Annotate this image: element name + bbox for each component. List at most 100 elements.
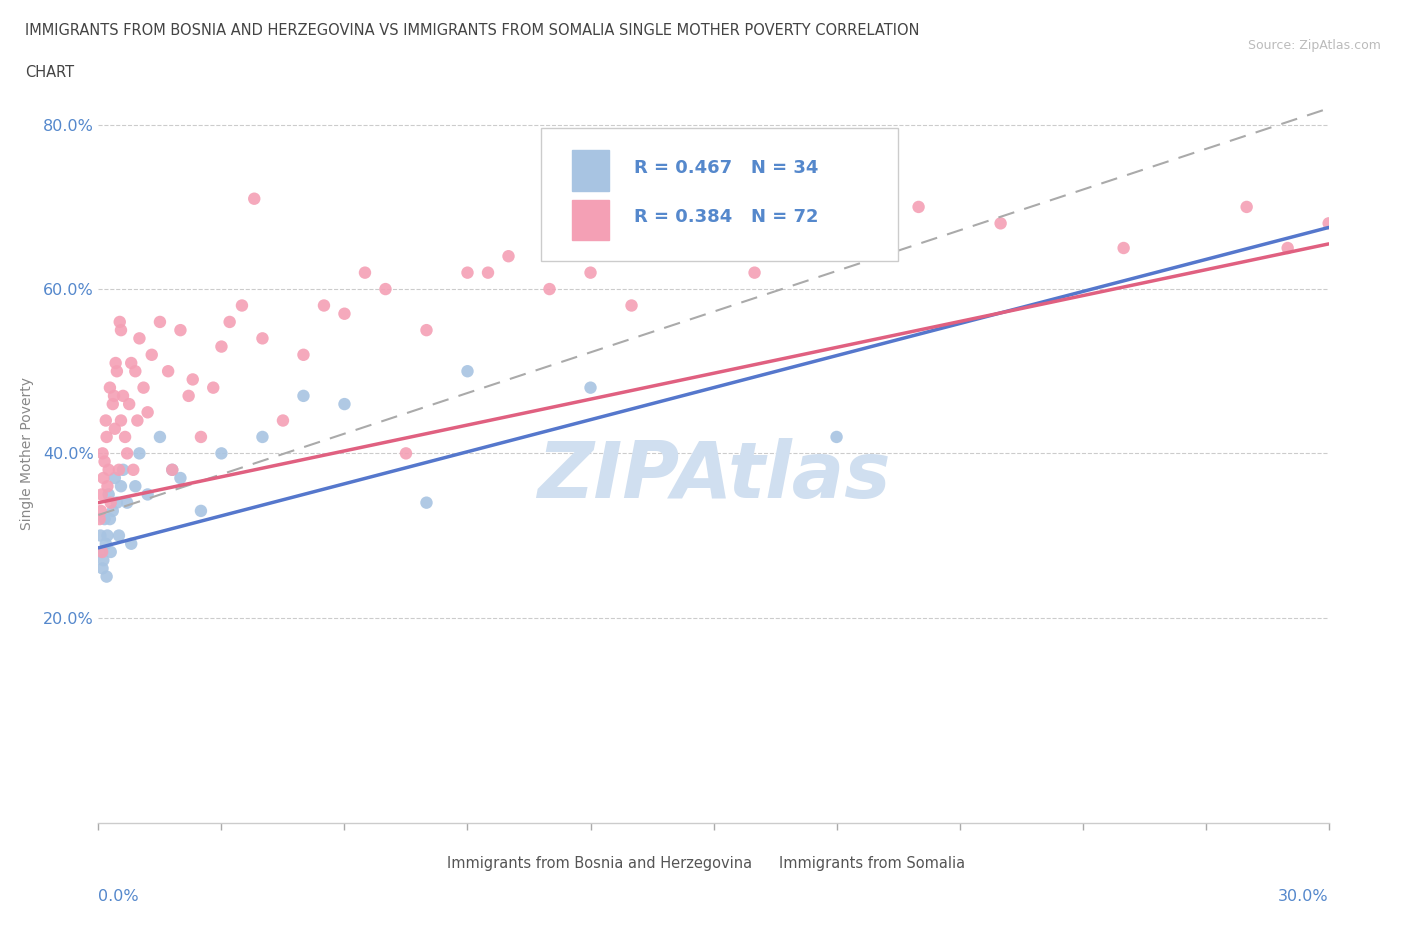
Point — [271, 413, 294, 428]
Point — [97, 462, 120, 477]
Point — [252, 430, 274, 445]
Text: R = 0.384   N = 72: R = 0.384 N = 72 — [634, 208, 818, 226]
Text: IMMIGRANTS FROM BOSNIA AND HERZEGOVINA VS IMMIGRANTS FROM SOMALIA SINGLE MOTHER : IMMIGRANTS FROM BOSNIA AND HERZEGOVINA V… — [25, 23, 920, 38]
Point — [104, 421, 127, 436]
Point — [149, 430, 172, 445]
FancyBboxPatch shape — [412, 853, 439, 877]
Point — [243, 192, 266, 206]
Point — [907, 200, 929, 215]
Point — [90, 545, 112, 560]
Point — [620, 298, 643, 312]
Point — [538, 282, 561, 297]
Point — [108, 528, 131, 543]
Point — [354, 265, 377, 280]
Point — [169, 323, 191, 338]
Point — [498, 249, 520, 264]
Point — [115, 495, 138, 510]
Point — [990, 216, 1012, 231]
Point — [128, 331, 150, 346]
Point — [91, 561, 114, 576]
Point — [292, 389, 315, 404]
Point — [103, 389, 125, 404]
Point — [115, 445, 138, 460]
Point — [132, 380, 155, 395]
Point — [105, 364, 128, 379]
Text: 0.0%: 0.0% — [98, 889, 139, 904]
Point — [110, 323, 132, 338]
Point — [333, 306, 356, 321]
Point — [190, 503, 212, 518]
Point — [89, 512, 111, 526]
Point — [162, 462, 183, 477]
Point — [136, 405, 159, 419]
Point — [96, 430, 118, 445]
Point — [181, 372, 204, 387]
Text: R = 0.467   N = 34: R = 0.467 N = 34 — [634, 159, 818, 177]
Point — [114, 430, 136, 445]
Point — [108, 314, 131, 329]
Point — [97, 487, 120, 502]
Point — [252, 331, 274, 346]
Point — [127, 413, 149, 428]
Point — [825, 430, 848, 445]
Point — [661, 241, 683, 256]
FancyBboxPatch shape — [744, 853, 772, 877]
Text: Immigrants from Somalia: Immigrants from Somalia — [779, 856, 965, 870]
Point — [122, 462, 145, 477]
Point — [93, 471, 115, 485]
Point — [211, 445, 233, 460]
Point — [1317, 216, 1340, 231]
Point — [100, 545, 122, 560]
Point — [96, 528, 118, 543]
Point — [98, 512, 121, 526]
Point — [93, 512, 115, 526]
Point — [136, 487, 159, 502]
Point — [104, 471, 127, 485]
Point — [477, 265, 499, 280]
Point — [333, 396, 356, 411]
Point — [94, 537, 117, 551]
Point — [124, 364, 146, 379]
Point — [162, 462, 183, 477]
Point — [91, 445, 114, 460]
Point — [93, 552, 115, 567]
Point — [456, 364, 478, 379]
Text: CHART: CHART — [25, 65, 75, 80]
Point — [157, 364, 180, 379]
Point — [149, 314, 172, 329]
Point — [202, 380, 225, 395]
Point — [785, 241, 807, 256]
Point — [579, 380, 602, 395]
Point — [91, 545, 114, 560]
Text: Source: ZipAtlas.com: Source: ZipAtlas.com — [1247, 39, 1381, 52]
Point — [90, 487, 112, 502]
Point — [112, 462, 135, 477]
Point — [94, 413, 117, 428]
Point — [96, 569, 118, 584]
Point — [825, 216, 848, 231]
Point — [101, 396, 124, 411]
Point — [110, 479, 132, 494]
Point — [101, 503, 124, 518]
Text: Immigrants from Bosnia and Herzegovina: Immigrants from Bosnia and Herzegovina — [447, 856, 752, 870]
Point — [177, 389, 200, 404]
Point — [120, 355, 142, 370]
Point — [89, 528, 111, 543]
Point — [105, 495, 128, 510]
FancyBboxPatch shape — [572, 200, 609, 241]
Point — [169, 471, 191, 485]
Point — [456, 265, 478, 280]
Point — [112, 389, 135, 404]
Point — [93, 454, 115, 469]
Point — [108, 462, 131, 477]
Point — [703, 241, 725, 256]
Point — [218, 314, 240, 329]
Point — [415, 323, 437, 338]
Text: ZIPAtlas: ZIPAtlas — [537, 437, 890, 513]
FancyBboxPatch shape — [572, 151, 609, 191]
Point — [579, 265, 602, 280]
Point — [110, 413, 132, 428]
Point — [118, 396, 141, 411]
Y-axis label: Single Mother Poverty: Single Mother Poverty — [20, 377, 34, 530]
Point — [100, 495, 122, 510]
